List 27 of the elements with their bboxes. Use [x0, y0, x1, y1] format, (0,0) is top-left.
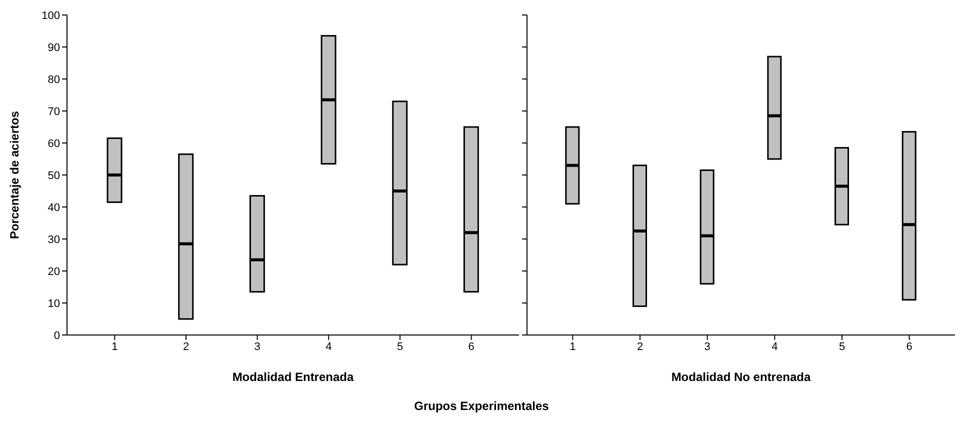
x-tick-label: 3 — [704, 340, 710, 353]
y-tick-label: 0 — [54, 330, 60, 342]
y-tick-label: 20 — [48, 266, 60, 278]
y-tick-label: 30 — [48, 234, 60, 246]
x-tick-label: 4 — [326, 340, 332, 353]
y-tick-label: 60 — [48, 138, 60, 150]
y-tick-label: 40 — [48, 202, 60, 214]
x-axis-title: Modalidad No entrenada — [671, 370, 811, 384]
x-tick-label: 1 — [570, 340, 576, 353]
y-tick-label: 100 — [42, 10, 60, 22]
x-axis-title: Modalidad Entrenada — [232, 370, 354, 384]
y-tick-label: 50 — [48, 170, 60, 182]
x-tick-label: 3 — [254, 340, 260, 353]
x-tick-label: 5 — [838, 340, 846, 353]
x-tick-label: 5 — [396, 340, 404, 353]
y-tick-label: 70 — [48, 106, 60, 118]
x-tick-label: 2 — [182, 340, 190, 353]
y-tick-label: 10 — [48, 298, 60, 310]
x-tick-label: 6 — [906, 340, 912, 353]
y-tick-label: 80 — [48, 74, 60, 86]
y-tick-label: 90 — [48, 42, 60, 54]
x-tick-label: 1 — [112, 340, 118, 353]
x-tick-label: 4 — [772, 340, 778, 353]
x-tick-label: 2 — [636, 340, 644, 353]
x-tick-label: 6 — [468, 340, 474, 353]
y-axis-title: Porcentaje de aciertos — [7, 110, 22, 240]
text: Grupos Experimentales — [413, 399, 550, 413]
